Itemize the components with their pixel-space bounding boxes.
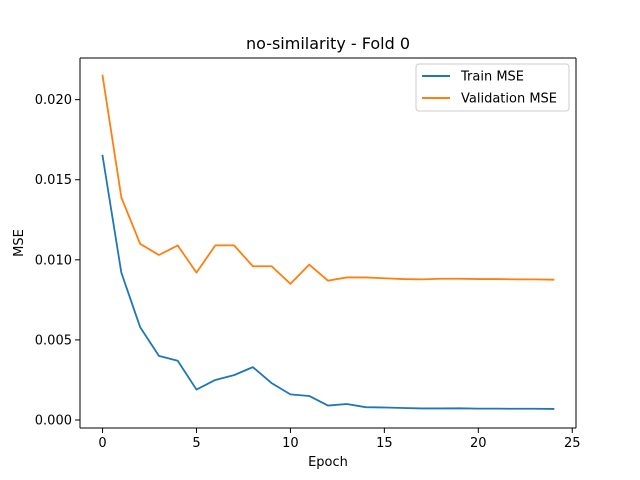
plot-area — [80, 58, 576, 428]
x-axis-title: Epoch — [308, 455, 348, 470]
axes-layer: 0 5 10 15 20 25 0.000 0.005 0.010 0.015 0.020 — [35, 57, 581, 451]
y-tick-label: 0.005 — [35, 333, 72, 348]
x-tick-label: 25 — [564, 436, 581, 451]
legend-label-train: Train MSE — [460, 70, 524, 85]
series-line-train — [101, 154, 555, 410]
legend-box — [415, 63, 570, 112]
x-tick-label: 10 — [282, 436, 299, 451]
x-tick-label: 15 — [376, 436, 393, 451]
x-tick-label: 5 — [192, 436, 200, 451]
y-tick-label: 0.010 — [35, 253, 72, 268]
y-tick-label: 0.020 — [35, 93, 72, 108]
x-tick-label: 0 — [98, 436, 106, 451]
series-line-validation — [101, 74, 555, 285]
y-tick-label: 0.000 — [35, 413, 72, 428]
y-axis-title: MSE — [12, 229, 27, 257]
y-tick-label: 0.015 — [35, 173, 72, 188]
legend: Train MSE Validation MSE — [415, 63, 570, 112]
chart-title: no-similarity - Fold 0 — [246, 34, 410, 53]
x-tick-label: 20 — [470, 436, 487, 451]
series-layer — [101, 74, 555, 410]
legend-label-validation: Validation MSE — [461, 92, 557, 107]
